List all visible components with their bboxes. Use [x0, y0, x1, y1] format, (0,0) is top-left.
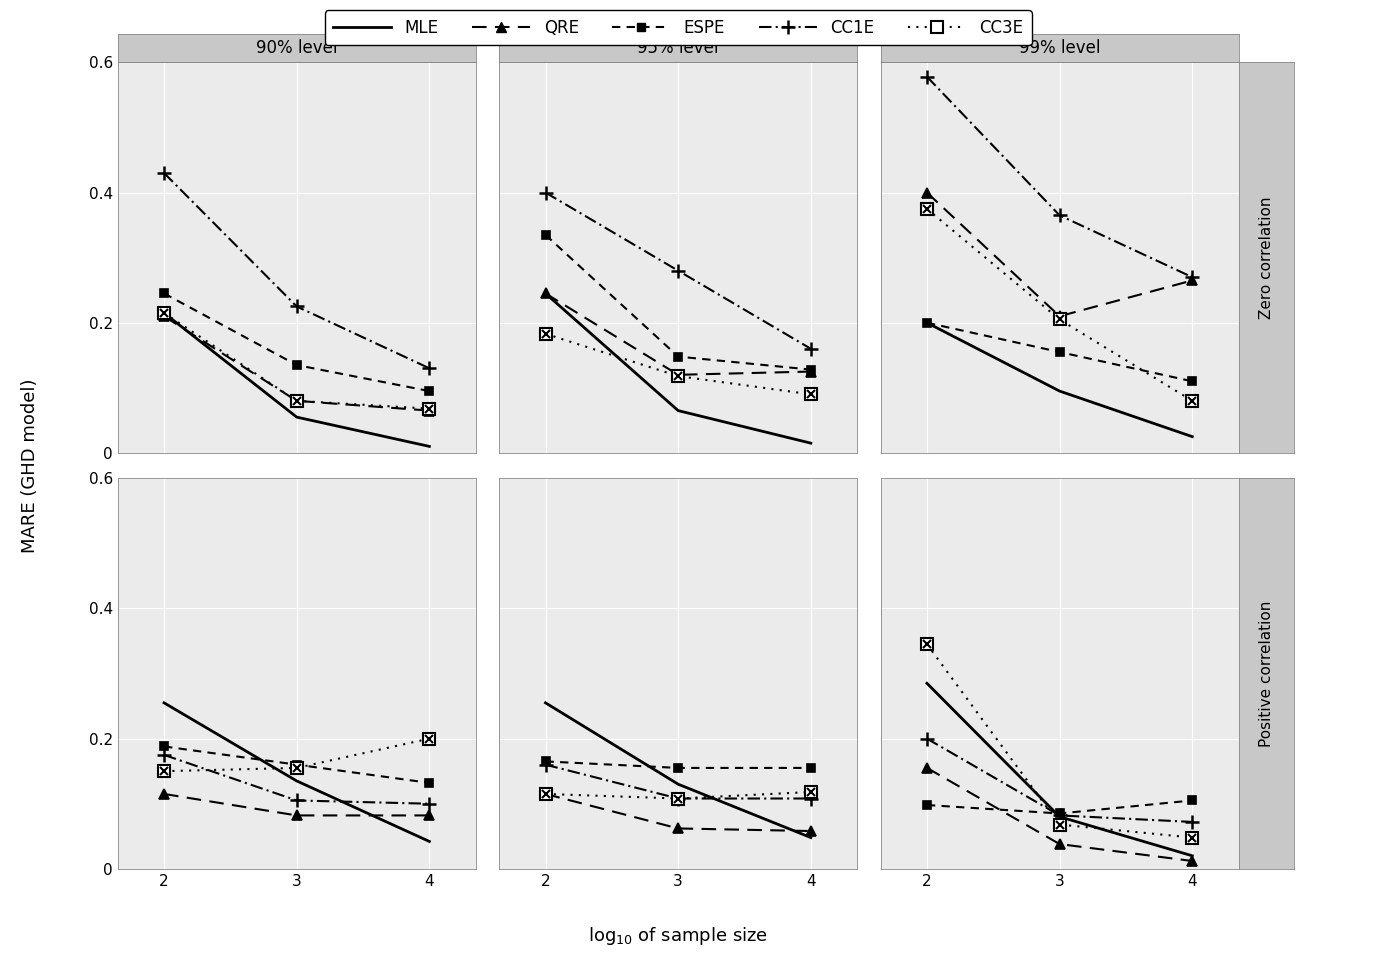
Text: log$_{10}$ of sample size: log$_{10}$ of sample size	[588, 925, 768, 947]
Text: 95% level: 95% level	[638, 39, 718, 57]
Legend: MLE, QRE, ESPE, CC1E, CC3E: MLE, QRE, ESPE, CC1E, CC3E	[325, 11, 1031, 45]
Text: MARE (GHD model): MARE (GHD model)	[21, 378, 40, 553]
Text: Positive correlation: Positive correlation	[1259, 600, 1273, 747]
Text: 99% level: 99% level	[1019, 39, 1100, 57]
Text: Zero correlation: Zero correlation	[1259, 197, 1273, 319]
Text: 90% level: 90% level	[256, 39, 338, 57]
